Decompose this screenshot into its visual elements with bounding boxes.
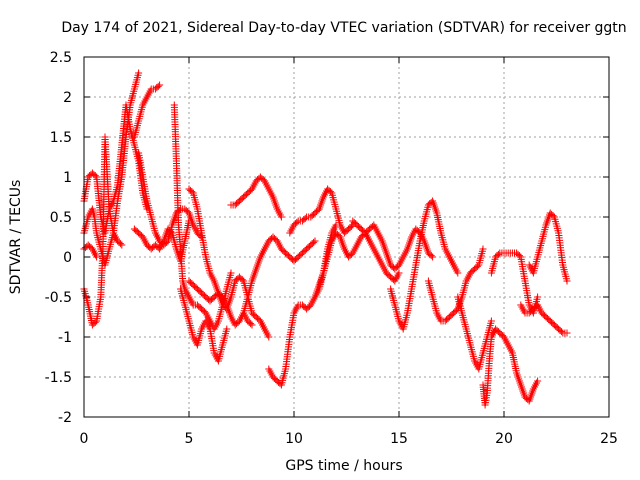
- data-point-track-j: [247, 320, 255, 328]
- data-point-track-r: [454, 269, 462, 277]
- x-tick-label: 20: [495, 431, 513, 447]
- data-point-track-w: [563, 329, 571, 337]
- data-point-track-g: [185, 217, 193, 225]
- data-point-track-o: [347, 222, 355, 230]
- data-point-track-d: [93, 253, 101, 261]
- data-point-track-k: [238, 276, 246, 284]
- y-tick-label: 2.5: [50, 50, 72, 66]
- data-point-track-x: [549, 212, 557, 220]
- data-point-track-x: [563, 277, 571, 285]
- data-point-track-w: [557, 328, 565, 336]
- data-point-track-j: [248, 321, 256, 329]
- y-tick-label: 0.5: [50, 210, 72, 226]
- y-tick-label: 1.5: [50, 130, 72, 146]
- x-tick-label: 5: [185, 431, 194, 447]
- y-tick-label: -1.5: [45, 370, 72, 386]
- data-point-track-p: [395, 269, 403, 277]
- x-tick-label: 25: [600, 431, 618, 447]
- y-tick-labels: -2 -1.5 -1 -0.5 0 0.5 1 1.5 2 2.5: [45, 50, 72, 426]
- data-point-track-t: [487, 317, 495, 325]
- data-point-track-v: [494, 250, 502, 258]
- data-point-track-c: [91, 318, 99, 326]
- x-tick-labels: 0 5 10 15 20 25: [80, 431, 618, 447]
- data-point-track-k: [188, 188, 196, 196]
- data-point-track-s: [473, 262, 481, 270]
- x-tick-label: 0: [80, 431, 89, 447]
- data-point-track-l: [277, 213, 285, 221]
- data-point-track-m: [310, 238, 318, 246]
- data-point-track-u: [534, 377, 542, 385]
- data-points: [80, 69, 571, 409]
- data-point-track-v: [534, 293, 542, 301]
- y-tick-label: -0.5: [45, 290, 72, 306]
- plot-frame: [83, 56, 610, 418]
- data-point-track-i: [223, 325, 231, 333]
- data-point-track-c: [116, 240, 124, 248]
- data-point-track-q: [429, 253, 437, 261]
- data-point-track-b: [135, 69, 143, 77]
- data-point-track-c: [118, 241, 126, 249]
- data-point-track-v: [515, 252, 523, 260]
- y-tick-label: -1: [58, 330, 72, 346]
- data-point-track-s: [479, 245, 487, 253]
- data-point-track-g: [167, 228, 175, 236]
- data-point-track-e: [154, 82, 162, 90]
- y-tick-label: 0: [63, 250, 72, 266]
- data-point-track-o: [301, 214, 309, 222]
- data-point-track-m: [311, 237, 319, 245]
- data-point-track-h: [227, 269, 235, 277]
- chart-title: Day 174 of 2021, Sidereal Day-to-day VTE…: [61, 20, 626, 36]
- y-tick-label: -2: [58, 410, 72, 426]
- data-point-track-q: [427, 252, 435, 260]
- x-axis-label: GPS time / hours: [285, 458, 402, 474]
- x-tick-label: 10: [285, 431, 303, 447]
- data-point-track-e: [156, 81, 164, 89]
- y-tick-label: 2: [63, 90, 72, 106]
- data-point-track-o: [326, 188, 334, 196]
- data-point-track-k: [265, 333, 273, 341]
- y-axis-label: SDTVAR / TECUs: [8, 180, 24, 295]
- data-point-track-a: [91, 172, 99, 180]
- y-tick-label: 1: [63, 170, 72, 186]
- data-point-track-o: [293, 218, 301, 226]
- x-tick-label: 15: [390, 431, 408, 447]
